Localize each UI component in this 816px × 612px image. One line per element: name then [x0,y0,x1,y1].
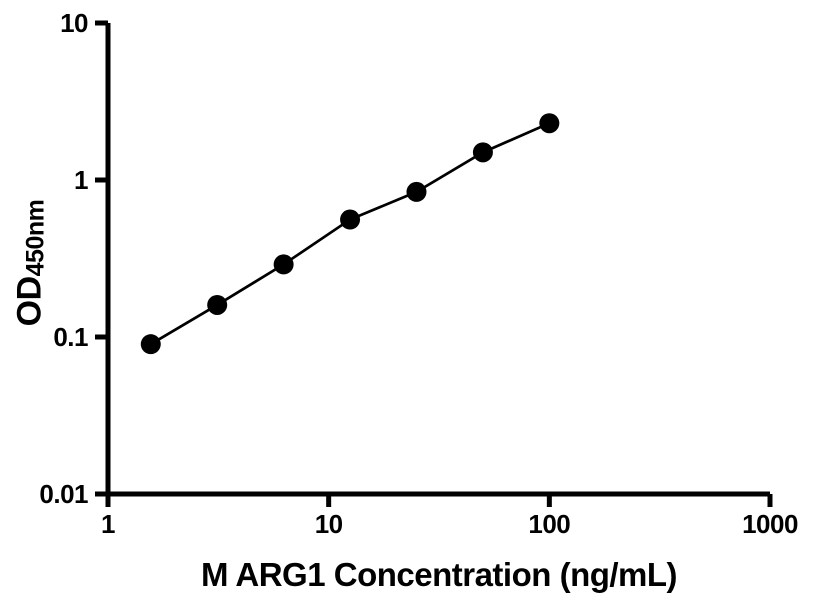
data-point [539,113,560,134]
data-point [340,209,361,230]
y-axis-title: OD450nm [11,200,50,327]
y-axis-title-main: OD [10,276,49,327]
axis-spines [105,23,771,497]
x-tick-label: 1 [101,509,115,539]
x-axis-title: M ARG1 Concentration (ng/mL) [200,556,678,593]
x-tick-label: 10 [315,509,343,539]
y-tick-label: 1 [74,165,88,195]
y-axis-title-subscript: 450nm [21,199,50,277]
data-point [207,294,228,315]
data-point [140,334,161,355]
x-tick-label: 1000 [742,509,798,539]
data-point [472,142,493,163]
y-tick-label: 10 [60,8,88,38]
data-point [406,181,427,202]
data-point [273,254,294,275]
x-tick-label: 100 [528,509,570,539]
y-tick-label: 0.01 [39,479,88,509]
y-tick-label: 0.1 [53,322,88,352]
